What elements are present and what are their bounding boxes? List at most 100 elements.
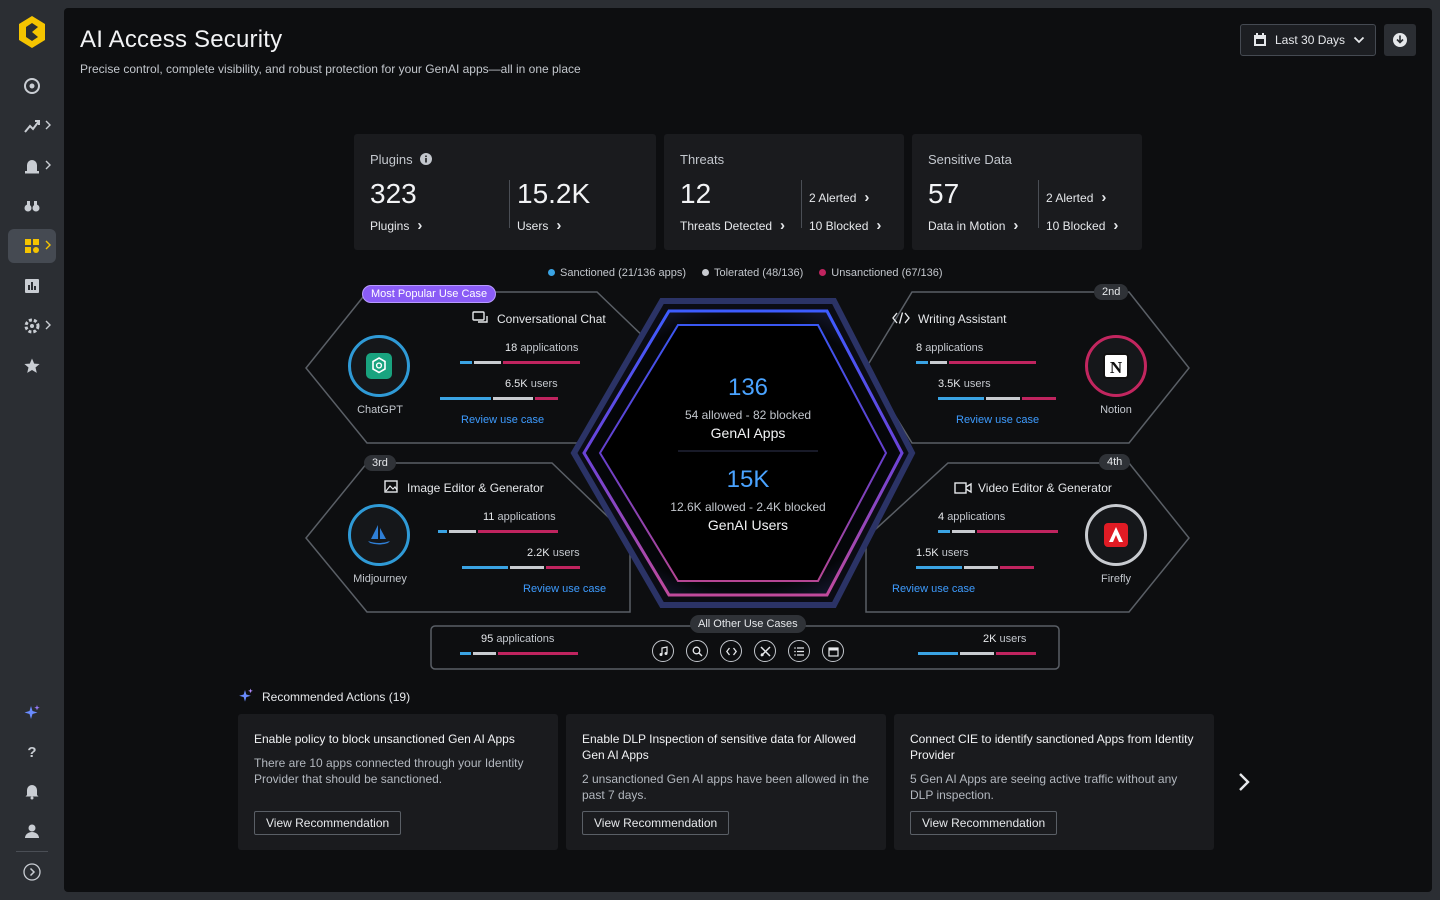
- next-recommendations-arrow-icon[interactable]: [1234, 770, 1254, 794]
- sidebar-item-copilot[interactable]: [8, 696, 56, 730]
- calendar-usecase-icon[interactable]: [822, 640, 844, 662]
- sidebar-item-dashboard[interactable]: [8, 69, 56, 103]
- genai-users-count: 15K: [726, 466, 770, 493]
- other-usecases-label[interactable]: All Other Use Cases: [690, 615, 806, 633]
- sidebar-item-activity[interactable]: [8, 109, 56, 143]
- legend-sanctioned: Sanctioned (21/136 apps): [548, 267, 686, 279]
- expand-icon: [23, 863, 41, 881]
- tolerated-segment: [510, 566, 544, 569]
- chat-apps-bar: [460, 361, 580, 364]
- writing-apps-bar: [916, 361, 1036, 364]
- other-apps-bar: [460, 652, 578, 655]
- firefly-app-icon[interactable]: [1085, 504, 1147, 566]
- image-users-bar: [462, 566, 580, 569]
- legend-unsanctioned: Unsanctioned (67/136): [819, 267, 942, 279]
- most-popular-badge: Most Popular Use Case: [362, 285, 497, 303]
- sanctioned-segment: [918, 652, 958, 655]
- sensitive-blocked-link[interactable]: 10 Blocked: [1046, 217, 1118, 234]
- apps-grid-icon: [25, 239, 39, 253]
- writing-review-link[interactable]: Review use case: [956, 414, 1040, 426]
- unsanctioned-segment: [478, 530, 558, 533]
- recommendation-body: 2 unsanctioned Gen AI apps have been all…: [582, 772, 869, 802]
- search-icon: [692, 646, 702, 656]
- other-users-bar: [918, 652, 1036, 655]
- sparkle-icon: [239, 688, 253, 702]
- code-usecase-icon[interactable]: [720, 640, 742, 662]
- recommendation-body: 5 Gen AI Apps are seeing active traffic …: [910, 772, 1178, 802]
- sidebar-item-investigate[interactable]: [8, 189, 56, 223]
- sidebar-item-notifications[interactable]: [8, 774, 56, 808]
- chat-review-link[interactable]: Review use case: [461, 414, 545, 426]
- tolerated-segment: [964, 566, 998, 569]
- brand-logo-icon[interactable]: [16, 14, 48, 50]
- siren-icon: [25, 160, 39, 174]
- plugins-card: Plugins 323 Plugins 15.2K Users: [354, 134, 656, 250]
- view-recommendation-button[interactable]: View Recommendation: [254, 811, 402, 835]
- other-apps-label: applications: [496, 633, 555, 645]
- sidebar-expand-button[interactable]: [8, 855, 56, 889]
- tolerated-segment: [960, 652, 994, 655]
- music-usecase-icon[interactable]: [652, 640, 674, 662]
- recommendation-card: Enable DLP Inspection of sensitive data …: [566, 714, 886, 850]
- threats-detected-link[interactable]: Threats Detected: [680, 217, 785, 234]
- recommended-actions-title: Recommended Actions (19): [262, 690, 411, 704]
- activity-icon: [24, 120, 40, 133]
- sensitive-alerted-link[interactable]: 2 Alerted: [1046, 189, 1106, 206]
- card-divider: [1038, 180, 1039, 228]
- sidebar-item-help[interactable]: ?: [8, 735, 56, 769]
- bell-icon: [25, 785, 39, 800]
- genai-apps-label: GenAI Apps: [710, 425, 786, 441]
- sidebar-item-favorites[interactable]: [8, 349, 56, 383]
- threats-alerted-link[interactable]: 2 Alerted: [809, 189, 869, 206]
- image-review-link[interactable]: Review use case: [523, 583, 607, 595]
- video-users-label: users: [941, 547, 969, 559]
- chat-users-bar: [440, 397, 558, 400]
- recommendation-card: Connect CIE to identify sanctioned Apps …: [894, 714, 1214, 850]
- search-usecase-icon[interactable]: [686, 640, 708, 662]
- plugins-link[interactable]: Plugins: [370, 217, 422, 234]
- sidebar-item-reports[interactable]: [8, 269, 56, 303]
- legend-tolerated: Tolerated (48/136): [702, 267, 803, 279]
- sidebar-item-settings[interactable]: [8, 309, 56, 343]
- genai-apps-breakdown: 54 allowed - 82 blocked: [684, 408, 812, 422]
- info-icon[interactable]: [420, 153, 433, 165]
- date-range-dropdown[interactable]: Last 30 Days: [1240, 24, 1376, 56]
- tolerated-segment: [473, 652, 496, 655]
- plugins-users-count: 15.2K: [517, 178, 591, 209]
- sidebar-item-alerts[interactable]: [8, 149, 56, 183]
- sensitive-data-card: Sensitive Data 57 Data in Motion 2 Alert…: [912, 134, 1142, 250]
- threats-blocked-link[interactable]: 10 Blocked: [809, 217, 881, 234]
- tools-usecase-icon[interactable]: [754, 640, 776, 662]
- usecase-writing-title: Writing Assistant: [918, 312, 1007, 326]
- sidebar-item-profile[interactable]: [8, 814, 56, 848]
- view-recommendation-button[interactable]: View Recommendation: [582, 811, 730, 835]
- image-users-label: users: [552, 547, 580, 559]
- chatgpt-app-icon[interactable]: [348, 335, 410, 397]
- chevron-right-icon: [45, 160, 51, 170]
- sidebar-item-ai-access[interactable]: [8, 229, 56, 263]
- image-apps-bar: [438, 530, 558, 533]
- sanctioned-segment: [460, 361, 472, 364]
- plugins-users-link[interactable]: Users: [517, 217, 561, 234]
- recommendation-title: Connect CIE to identify sanctioned Apps …: [910, 732, 1194, 762]
- unsanctioned-segment: [977, 530, 1058, 533]
- other-users-label: users: [999, 633, 1027, 645]
- list-usecase-icon[interactable]: [788, 640, 810, 662]
- main-content: AI Access Security Precise control, comp…: [64, 8, 1432, 892]
- svg-text:N: N: [1110, 358, 1123, 377]
- card-divider: [509, 180, 510, 228]
- notion-logo-icon: N: [1103, 353, 1129, 379]
- user-icon: [25, 824, 39, 838]
- midjourney-app-icon[interactable]: [348, 504, 410, 566]
- help-icon: ?: [27, 744, 36, 761]
- notion-app-icon[interactable]: N: [1085, 335, 1147, 397]
- sanctioned-segment: [440, 397, 491, 400]
- video-apps-bar: [938, 530, 1058, 533]
- view-recommendation-button[interactable]: View Recommendation: [910, 811, 1058, 835]
- video-users-count: 1.5K: [916, 547, 939, 559]
- chevron-right-icon: [45, 320, 51, 330]
- tolerated-segment: [493, 397, 533, 400]
- video-review-link[interactable]: Review use case: [892, 583, 976, 595]
- download-button[interactable]: [1384, 24, 1416, 56]
- data-in-motion-link[interactable]: Data in Motion: [928, 217, 1018, 234]
